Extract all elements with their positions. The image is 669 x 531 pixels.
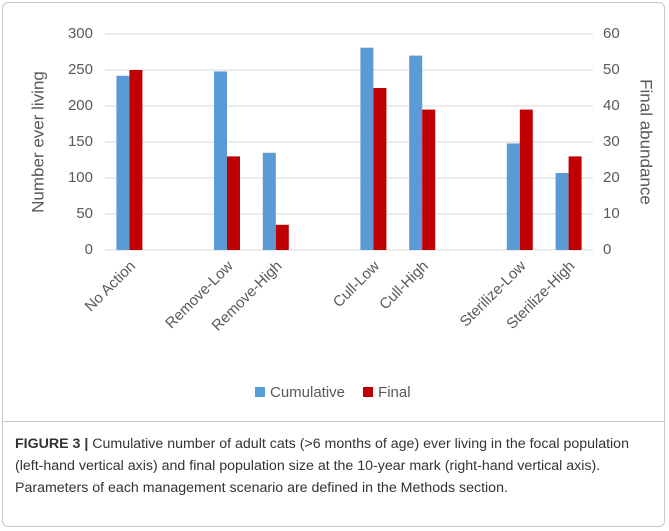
bar	[568, 156, 582, 250]
y2-tick-label: 50	[603, 61, 620, 78]
bar	[214, 71, 227, 250]
y-tick-label: 0	[85, 241, 93, 258]
bar	[275, 224, 289, 250]
x-tick-label: No Action	[82, 258, 139, 315]
figure: 0 50 100 150 200 250 300 0 10 20 30 40 50 60 Number ev…	[2, 2, 665, 527]
caption: FIGURE 3 | Cumulative number of adult ca…	[15, 433, 651, 499]
separator	[3, 421, 664, 422]
y2-axis-label: Final abundance	[637, 79, 656, 205]
bar	[422, 109, 436, 250]
bar	[555, 172, 569, 250]
bar	[506, 143, 520, 250]
bar	[373, 88, 387, 250]
legend-label: Final	[378, 384, 411, 401]
bar	[409, 55, 423, 250]
caption-label: FIGURE 3 |	[15, 436, 89, 452]
y-tick-label: 200	[68, 97, 93, 114]
y2-tick-label: 40	[603, 97, 620, 114]
bar	[129, 70, 143, 250]
y-tick-label: 300	[68, 25, 93, 42]
y2-tick-label: 20	[603, 169, 620, 186]
chart: 0 50 100 150 200 250 300 0 10 20 30 40 50 60 Number ev…	[28, 25, 656, 401]
y-axis-label: Number ever living	[28, 71, 47, 213]
x-tick-label: Cull-Low	[330, 258, 383, 311]
legend-label: Cumulative	[270, 384, 345, 401]
y2-tick-label: 30	[603, 133, 620, 150]
bar	[360, 47, 374, 251]
legend-swatch	[255, 387, 265, 397]
y-tick-label: 150	[68, 133, 93, 150]
y2-tick-label: 0	[603, 241, 611, 258]
bar	[262, 152, 276, 250]
bar	[227, 156, 240, 250]
y-tick-label: 100	[68, 169, 93, 186]
y-tick-label: 50	[76, 205, 93, 222]
x-tick-label: Cull-High	[376, 258, 432, 314]
y-tick-label: 250	[68, 61, 93, 78]
legend-swatch	[363, 387, 374, 397]
y2-tick-label: 10	[603, 205, 620, 222]
bar	[519, 109, 533, 250]
bar	[116, 75, 130, 250]
caption-text: Cumulative number of adult cats (>6 mont…	[15, 436, 629, 496]
y2-tick-label: 60	[603, 25, 620, 42]
